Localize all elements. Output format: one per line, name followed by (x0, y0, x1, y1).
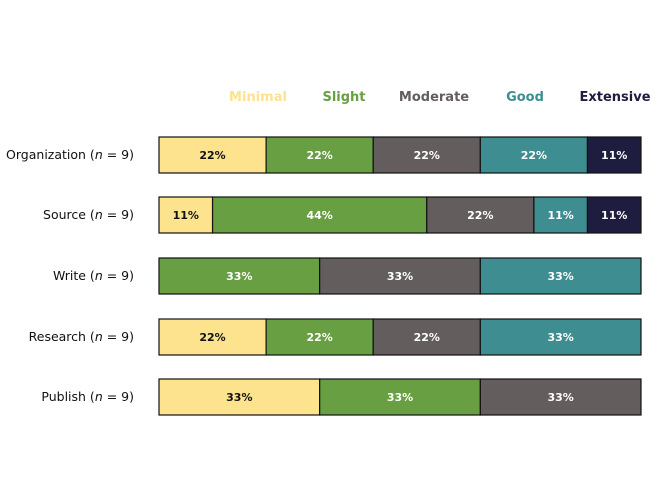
data-label-write-slight: 33% (226, 270, 252, 283)
legend-item-moderate: Moderate (399, 90, 469, 105)
data-label-research-minimal: 22% (199, 331, 225, 344)
bar-segment-publish-moderate (479, 378, 642, 416)
bar-source: 11% 44% 22% 11% 11% (158, 196, 642, 234)
data-label-organization-good: 22% (521, 149, 547, 162)
bar-segment-organization-minimal (158, 136, 267, 174)
data-label-publish-moderate: 33% (547, 391, 573, 404)
bar-segment-organization-slight (265, 136, 374, 174)
row-label-organization: Organization (n = 9) (6, 147, 134, 162)
data-label-source-moderate: 22% (467, 209, 493, 222)
row-label-publish: Publish (n = 9) (41, 389, 134, 404)
bar-segment-source-extensive (586, 196, 642, 234)
data-label-organization-slight: 22% (306, 149, 332, 162)
data-label-research-moderate: 22% (414, 331, 440, 344)
bar-write: 33% 33% 33% (158, 257, 642, 295)
bar-publish: 33% 33% 33% (158, 378, 642, 416)
data-label-research-good: 33% (547, 331, 573, 344)
bar-segment-source-minimal (158, 196, 214, 234)
data-label-organization-extensive: 11% (601, 149, 627, 162)
bar-segment-publish-slight (319, 378, 481, 416)
data-label-organization-moderate: 22% (414, 149, 440, 162)
bar-segment-research-minimal (158, 318, 267, 356)
legend-item-minimal: Minimal (229, 90, 287, 105)
data-label-source-extensive: 11% (601, 209, 627, 222)
legend-item-extensive: Extensive (579, 90, 650, 105)
data-label-publish-slight: 33% (387, 391, 413, 404)
data-label-write-good: 33% (547, 270, 573, 283)
legend: Minimal Slight Moderate Good Extensive (229, 90, 651, 105)
bar-segment-source-slight (211, 196, 428, 234)
data-label-source-good: 11% (547, 209, 573, 222)
data-label-publish-minimal: 33% (226, 391, 252, 404)
bar-research: 22% 22% 22% 33% (158, 318, 642, 356)
bar-segment-write-moderate (319, 257, 481, 295)
data-label-write-moderate: 33% (387, 270, 413, 283)
bar-segment-source-good (533, 196, 589, 234)
bar-segment-source-moderate (426, 196, 535, 234)
row-label-source: Source (n = 9) (43, 207, 134, 222)
data-label-source-slight: 44% (306, 209, 332, 222)
legend-item-good: Good (506, 90, 544, 105)
row-labels: Organization (n = 9) Source (n = 9) Write … (6, 147, 134, 404)
bar-segment-publish-minimal (158, 378, 321, 416)
legend-item-slight: Slight (322, 90, 365, 105)
bars: 22% 22% 22% 22% 11%11% 44% 22% 11% 11%33% 33% 33%2… (158, 136, 642, 416)
bar-organization: 22% 22% 22% 22% 11% (158, 136, 642, 174)
data-label-source-minimal: 11% (173, 209, 199, 222)
row-label-write: Write (n = 9) (53, 268, 134, 283)
data-label-organization-minimal: 22% (199, 149, 225, 162)
bar-segment-research-good (479, 318, 642, 356)
bar-segment-organization-extensive (586, 136, 642, 174)
bar-segment-research-moderate (372, 318, 481, 356)
data-label-research-slight: 22% (306, 331, 332, 344)
bar-segment-organization-moderate (372, 136, 481, 174)
row-label-research: Research (n = 9) (29, 329, 134, 344)
bar-segment-write-good (479, 257, 642, 295)
